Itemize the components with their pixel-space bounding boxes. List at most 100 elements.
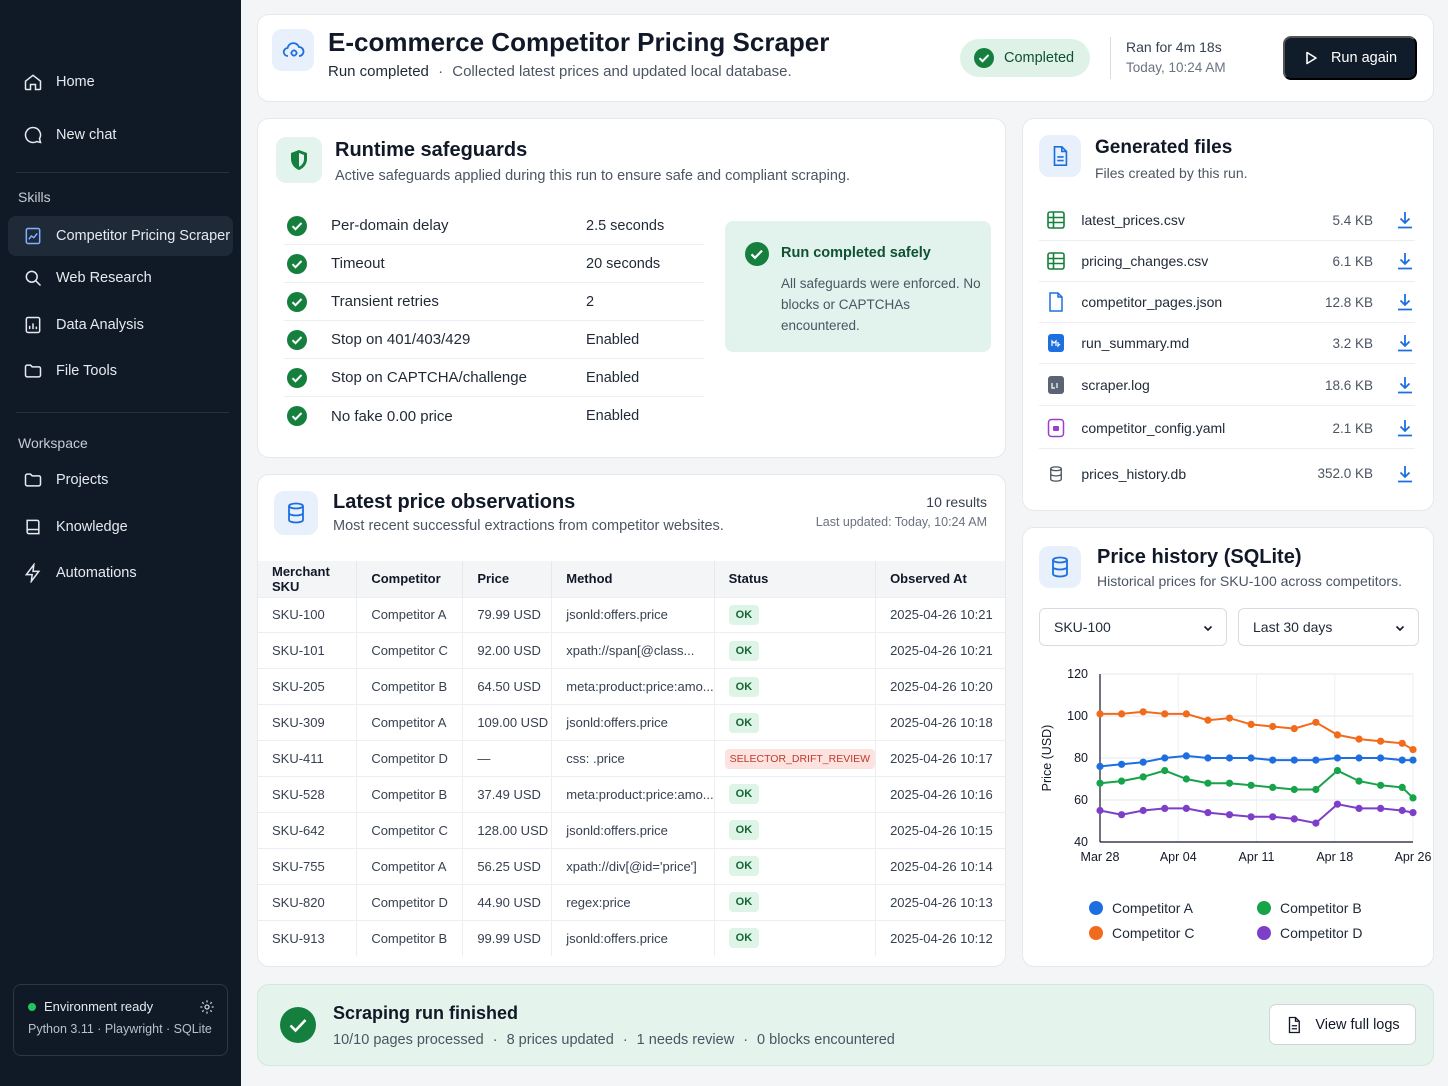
nav-home[interactable]: Home — [8, 62, 233, 102]
file-name: competitor_pages.json — [1081, 294, 1223, 310]
table-row[interactable]: SKU-411 Competitor D — css: .price SELECTOR_… — [258, 740, 1005, 777]
nav-data-analysis[interactable]: Data Analysis — [8, 305, 233, 345]
table-cell: Competitor A — [356, 847, 464, 885]
nav-label: Automations — [56, 565, 137, 581]
play-icon — [1306, 51, 1317, 65]
file-row[interactable]: competitor_config.yaml 2.1 KB — [1039, 408, 1415, 449]
table-cell: SKU-642 — [258, 811, 358, 849]
observations-subtitle: Most recent successful extractions from … — [333, 518, 724, 534]
separator: · — [492, 1032, 498, 1048]
history-subtitle: Historical prices for SKU-100 across com… — [1097, 573, 1402, 589]
data-point — [1204, 779, 1212, 787]
y-tick-label: 60 — [1074, 793, 1088, 807]
file-size: 3.2 KB — [1332, 335, 1373, 351]
file-size: 12.8 KB — [1324, 294, 1373, 310]
run-again-button[interactable]: Run again — [1283, 36, 1417, 80]
home-icon — [22, 71, 44, 93]
file-row[interactable]: run_summary.md 3.2 KB — [1039, 323, 1415, 364]
range-select[interactable]: Last 30 days — [1238, 608, 1419, 646]
data-point — [1312, 785, 1320, 794]
data-point — [1096, 806, 1104, 815]
table-row[interactable]: SKU-642 Competitor C 128.00 USD jsonld:offe… — [258, 811, 1005, 849]
legend-swatch — [1257, 901, 1271, 915]
file-name: run_summary.md — [1081, 335, 1190, 351]
file-row[interactable]: scraper.log 18.6 KB — [1039, 365, 1415, 406]
table-cell: OK — [714, 632, 877, 669]
gear-icon[interactable] — [199, 999, 215, 1015]
table-cell: — — [462, 740, 553, 777]
table-cell: 128.00 USD — [462, 811, 553, 849]
data-point — [1409, 809, 1417, 817]
file-row[interactable]: latest_prices.csv 5.4 KB — [1039, 200, 1415, 241]
divider — [16, 172, 229, 173]
table-row[interactable]: SKU-101 Competitor C 92.00 USD xpath://span… — [258, 632, 1005, 669]
check-circle-icon — [745, 242, 769, 266]
data-point — [1139, 758, 1147, 766]
sku-select[interactable]: SKU-100 — [1039, 608, 1227, 646]
table-cell: SKU-755 — [258, 847, 358, 885]
observations-table: Merchant SKU Competitor Price Method Status O… — [258, 561, 1005, 956]
safeguard-value: 2.5 seconds — [586, 217, 665, 234]
table-cell: 56.25 USD — [462, 847, 553, 885]
download-icon[interactable] — [1395, 251, 1415, 271]
nav-web-research[interactable]: Web Research — [8, 258, 233, 298]
table-cell: jsonld:offers.price — [551, 811, 715, 849]
check-circle-icon — [287, 406, 307, 426]
nav-label: Knowledge — [56, 519, 128, 535]
table-cell: Competitor A — [356, 704, 464, 741]
env-status: Environment ready — [44, 999, 154, 1014]
nav-label: Projects — [56, 472, 109, 488]
data-point — [1247, 720, 1255, 728]
nav-automations[interactable]: Automations — [8, 553, 233, 593]
download-icon[interactable] — [1395, 292, 1415, 312]
table-row[interactable]: SKU-755 Competitor A 56.25 USD xpath://div[… — [258, 847, 1005, 885]
nav-knowledge[interactable]: Knowledge — [8, 507, 233, 547]
file-row[interactable]: prices_history.db 352.0 KB — [1039, 453, 1415, 494]
data-point — [1269, 756, 1277, 764]
column-header: Price — [462, 561, 553, 597]
file-row[interactable]: pricing_changes.csv 6.1 KB — [1039, 241, 1415, 282]
table-cell: 2025-04-26 10:20 — [875, 668, 1005, 705]
table-row[interactable]: SKU-205 Competitor B 64.50 USD meta:product… — [258, 668, 1005, 705]
table-row[interactable]: SKU-820 Competitor D 44.90 USD regex:price O… — [258, 883, 1005, 921]
data-point — [1355, 735, 1363, 743]
download-icon[interactable] — [1395, 333, 1415, 353]
nav-competitor-pricing-scraper[interactable]: Competitor Pricing Scraper — [8, 216, 233, 256]
banner-title: Scraping run finished — [333, 1003, 519, 1023]
file-row[interactable]: competitor_pages.json 12.8 KB — [1039, 282, 1415, 323]
data-point — [1290, 756, 1298, 764]
table-cell: 2025-04-26 10:21 — [875, 596, 1005, 633]
data-point — [1161, 767, 1169, 775]
table-row[interactable]: SKU-528 Competitor B 37.49 USD meta:product… — [258, 775, 1005, 813]
series-line-0 — [1099, 754, 1413, 768]
view-full-logs-button[interactable]: View full logs — [1269, 1004, 1416, 1045]
nav-file-tools[interactable]: File Tools — [8, 351, 233, 391]
data-point — [1377, 754, 1385, 762]
download-icon[interactable] — [1395, 464, 1415, 484]
banner-stat: 8 prices updated — [506, 1032, 614, 1048]
series-line-1 — [1099, 769, 1414, 799]
yaml-file-icon — [1047, 417, 1065, 439]
run-duration: Ran for 4m 18s — [1126, 39, 1222, 55]
check-circle-icon — [287, 291, 307, 312]
table-cell: xpath://span[@class... — [551, 632, 715, 669]
table-row[interactable]: SKU-913 Competitor B 99.99 USD jsonld:offer… — [258, 919, 1005, 956]
safeguards-subtitle: Active safeguards applied during this ru… — [335, 168, 851, 184]
download-icon[interactable] — [1395, 375, 1415, 395]
status-badge: OK — [728, 604, 760, 625]
table-row[interactable]: SKU-309 Competitor A 109.00 USD jsonld:offe… — [258, 704, 1005, 741]
run-finished-banner: Scraping run finished 10/10 pages proces… — [257, 984, 1434, 1066]
download-icon[interactable] — [1395, 210, 1415, 230]
data-point — [1225, 754, 1234, 762]
nav-label: New chat — [56, 127, 117, 143]
nav-new-chat[interactable]: New chat — [8, 115, 233, 155]
table-row[interactable]: SKU-100 Competitor A 79.99 USD jsonld:offer… — [258, 596, 1005, 633]
folder-icon — [22, 469, 44, 491]
result-count: 10 results — [926, 494, 987, 510]
download-icon[interactable] — [1395, 418, 1415, 438]
data-point — [1139, 806, 1147, 815]
data-point — [1312, 756, 1320, 764]
table-cell: Competitor B — [356, 919, 464, 956]
table-cell: Competitor C — [356, 632, 464, 669]
nav-projects[interactable]: Projects — [8, 460, 233, 500]
